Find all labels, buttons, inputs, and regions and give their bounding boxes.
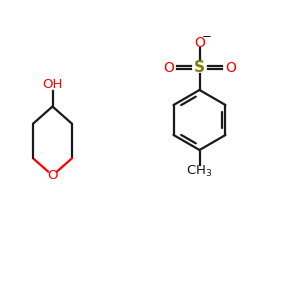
Text: O: O — [163, 61, 174, 74]
Text: −: − — [202, 30, 211, 43]
Text: O: O — [225, 61, 236, 74]
Text: S: S — [194, 60, 205, 75]
Text: OH: OH — [42, 78, 63, 91]
Text: CH$_3$: CH$_3$ — [186, 164, 213, 179]
Text: O: O — [194, 36, 205, 50]
Text: O: O — [47, 169, 58, 182]
